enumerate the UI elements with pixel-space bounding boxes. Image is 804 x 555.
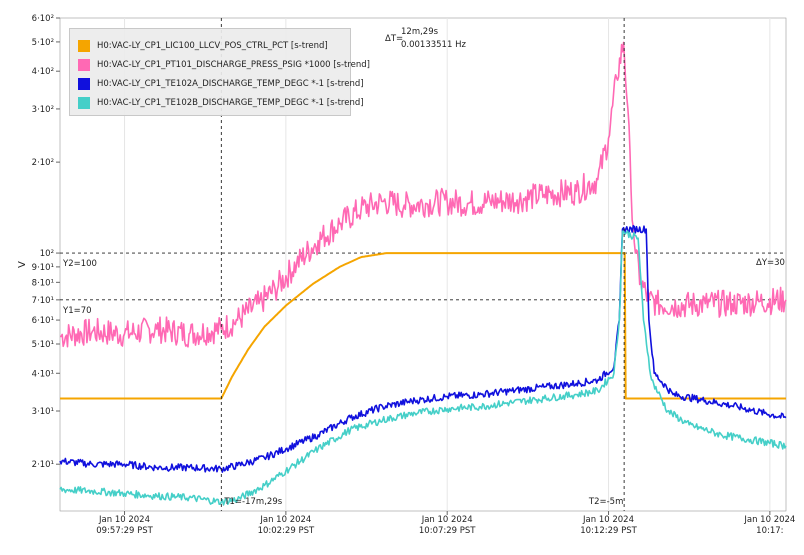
series-layer [59,41,787,506]
legend-label: H0:VAC-LY_CP1_LIC100_LLCV_POS_CTRL_PCT [… [97,41,328,51]
legend-item[interactable]: H0:VAC-LY_CP1_PT101_DISCHARGE_PRESS_PSIG… [78,57,370,73]
legend-swatch [78,59,90,71]
y-tick-label: 6·10¹ [32,316,54,326]
y-tick-label: 2·10² [32,158,54,168]
y-tick-label: 4·10¹ [32,369,54,379]
y-tick-label: 7·10¹ [32,296,54,306]
y-tick-label: 3·10¹ [32,407,54,417]
x-tick-label-date: Jan 10 2024 [582,515,634,525]
series-line [60,252,786,400]
y-tick-label: 3·10² [32,105,54,115]
legend-swatch [78,78,90,90]
x-tick-label-date: Jan 10 2024 [743,515,795,525]
y-axis-label: V [17,261,28,268]
plot-frame [59,17,787,512]
legend-item[interactable]: H0:VAC-LY_CP1_TE102B_DISCHARGE_TEMP_DEGC… [78,95,364,111]
series-line [59,41,787,348]
x-tick-label-time: 09:57:29 PST [96,526,153,536]
reference-lines: Y2=100 Y1=70 [60,252,786,316]
legend-label: H0:VAC-LY_CP1_TE102A_DISCHARGE_TEMP_DEGC… [97,79,364,89]
y-tick-label: 4·10² [32,67,54,77]
legend-swatch [78,97,90,109]
series-line [59,224,787,473]
legend-swatch [78,40,90,52]
y-axis: 6·10² 5·10² 4·10² 3·10² 2·10² 10² 9·10¹ 8·10¹ 7·… [32,14,60,470]
x-tick-label-time: 10:12:29 PST [580,526,637,536]
legend-item[interactable]: H0:VAC-LY_CP1_LIC100_LLCV_POS_CTRL_PCT [… [78,38,328,54]
y-tick-label: 8·10¹ [32,278,54,288]
x-tick-label-time: 10:07:29 PST [419,526,476,536]
series-line [59,230,787,506]
y-tick-label: 5·10¹ [32,340,54,350]
legend-label: H0:VAC-LY_CP1_TE102B_DISCHARGE_TEMP_DEGC… [97,98,364,108]
delta-y-label: ΔY=30 [756,258,785,268]
time-cursors: T1=-17m,29s T2=-5m [220,18,625,511]
y-tick-label: 10² [40,249,54,259]
y-tick-label: 5·10² [32,38,54,48]
legend: H0:VAC-LY_CP1_LIC100_LLCV_POS_CTRL_PCT [… [69,28,370,116]
x-tick-label-date: Jan 10 2024 [98,515,150,525]
delta-t-label: ΔT= [385,34,404,44]
legend-item[interactable]: H0:VAC-LY_CP1_TE102A_DISCHARGE_TEMP_DEGC… [78,76,364,92]
x-tick-label-date: Jan 10 2024 [421,515,473,525]
delta-t-frequency: 0.00133511 Hz [401,40,466,50]
x-tick-label-date: Jan 10 2024 [259,515,311,525]
x-tick-label-time: 10:17: [756,526,783,536]
time-cursor-label: T1=-17m,29s [223,497,282,507]
delta-t-duration: 12m,29s [401,27,439,37]
y-tick-label: 2·10¹ [32,460,54,470]
reference-line-label: Y2=100 [62,259,97,269]
legend-label: H0:VAC-LY_CP1_PT101_DISCHARGE_PRESS_PSIG… [97,60,370,70]
y-tick-label: 9·10¹ [32,263,54,273]
time-cursor-label: T2=-5m [588,497,623,507]
reference-line-label: Y1=70 [62,306,92,316]
x-tick-label-time: 10:02:29 PST [258,526,315,536]
y-tick-label: 6·10² [32,14,54,24]
